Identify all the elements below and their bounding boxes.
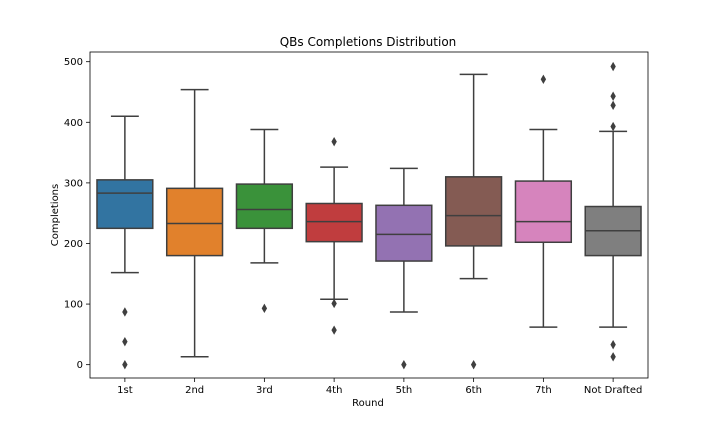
box-group [305, 137, 363, 335]
outlier-point [610, 61, 616, 72]
x-tick-label: 1st [117, 385, 133, 396]
outlier-point [331, 325, 337, 335]
x-axis-label: Round [352, 398, 384, 409]
outlier-point [122, 307, 128, 317]
x-axis: 1st 2nd 3rd 4th 5th 6th 7th Not Drafted [117, 378, 642, 396]
box-group [235, 128, 294, 313]
y-axis: 0 100 200 300 400 500 [64, 57, 90, 371]
box-iqr [514, 180, 573, 244]
outlier-point [610, 91, 616, 101]
boxes-layer [96, 61, 642, 370]
outlier-point [331, 298, 337, 309]
box-iqr [444, 176, 503, 247]
outlier-point [610, 339, 616, 350]
plot-area [89, 51, 649, 379]
x-tick-label: 7th [535, 385, 552, 396]
box-iqr [375, 204, 433, 262]
y-tick-label: 400 [64, 118, 83, 129]
outlier-point [470, 359, 477, 370]
box-group [444, 73, 503, 370]
outlier-point [540, 74, 547, 84]
box-group [375, 167, 433, 370]
outlier-point [331, 137, 337, 147]
outlier-point [122, 359, 128, 370]
x-tick-label: 6th [465, 385, 482, 396]
outlier-point [261, 303, 268, 313]
x-tick-label: 5th [396, 385, 413, 396]
box-group [584, 61, 642, 362]
chart-title: QBs Completions Distribution [280, 35, 457, 49]
x-tick-label: Not Drafted [584, 385, 642, 396]
y-tick-label: 300 [64, 178, 83, 189]
box-iqr [165, 187, 224, 257]
outlier-point [610, 352, 616, 362]
box-iqr [235, 183, 294, 230]
x-tick-label: 4th [326, 385, 343, 396]
outlier-point [610, 100, 616, 111]
y-axis-label: Completions [50, 184, 61, 247]
box-group [165, 88, 224, 358]
box-iqr [305, 202, 363, 243]
x-tick-label: 2nd [185, 385, 204, 396]
box-group [514, 74, 573, 328]
outlier-point [610, 121, 616, 132]
y-tick-label: 500 [64, 57, 83, 68]
outlier-point [122, 336, 128, 347]
y-tick-label: 0 [77, 360, 83, 371]
y-tick-label: 200 [64, 239, 83, 250]
outlier-point [401, 359, 407, 370]
x-tick-label: 3rd [256, 385, 273, 396]
y-tick-label: 100 [64, 300, 83, 311]
box-group [96, 115, 154, 370]
box-iqr [96, 179, 154, 230]
